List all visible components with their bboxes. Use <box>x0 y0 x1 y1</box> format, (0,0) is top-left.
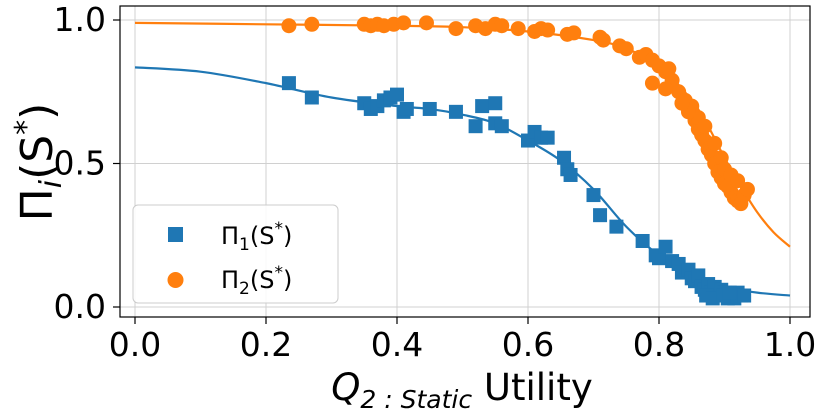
y-tick-label: 0.0 <box>54 287 106 326</box>
y-axis-label-main: Π <box>12 188 63 221</box>
x-tick-label: 0.6 <box>502 325 554 364</box>
data-point-series-1 <box>468 119 483 134</box>
data-point-series-2 <box>739 181 755 197</box>
data-point-series-2 <box>644 75 660 91</box>
y-axis-label-close: ) <box>12 103 63 120</box>
legend-label-series-1-sup: * <box>274 219 283 239</box>
data-point-series-2 <box>661 61 677 77</box>
data-point-series-2 <box>418 15 434 31</box>
legend-marker-series-2 <box>167 272 184 288</box>
x-axis-label-sub: 2 : Static <box>360 385 472 414</box>
legend-label-series-2-sub: 2 <box>239 279 250 299</box>
legend-label-series-1-main: Π <box>221 222 239 250</box>
data-point-series-1 <box>557 150 572 165</box>
data-point-series-1 <box>609 219 624 234</box>
x-axis-label: Q2 : Static Utility <box>331 366 592 414</box>
legend-label-series-2-paren: (S <box>250 266 275 294</box>
legend-label-series-1-close: ) <box>283 222 292 250</box>
data-point-series-2 <box>730 173 746 189</box>
data-point-series-2 <box>697 118 713 134</box>
x-tick-label: 0.2 <box>240 325 292 364</box>
legend-label-series-2-main: Π <box>221 266 239 294</box>
data-point-series-1 <box>448 104 463 119</box>
data-point-series-2 <box>448 21 464 37</box>
x-axis-label-rest: Utility <box>472 366 593 409</box>
legend-label-series-2-sup: * <box>274 263 283 283</box>
legend-marker-series-1 <box>168 227 183 242</box>
y-tick-label: 0.5 <box>54 144 106 183</box>
data-point-series-1 <box>635 233 650 248</box>
x-tick-label: 1.0 <box>764 325 816 364</box>
data-point-series-1 <box>540 130 555 145</box>
data-point-series-2 <box>658 81 674 97</box>
legend-box <box>132 204 339 304</box>
legend-label-series-2-close: ) <box>283 266 292 294</box>
data-point-series-2 <box>540 22 556 38</box>
data-point-series-2 <box>281 18 297 34</box>
data-point-series-1 <box>494 119 509 134</box>
data-point-series-1 <box>722 285 737 300</box>
data-point-series-2 <box>566 25 582 41</box>
data-point-series-1 <box>422 101 437 116</box>
x-tick-label: 0.4 <box>371 325 423 364</box>
data-point-series-1 <box>475 99 490 114</box>
data-point-series-1 <box>593 208 608 223</box>
legend-label-series-1-sub: 1 <box>239 235 250 255</box>
data-point-series-1 <box>563 167 578 182</box>
data-point-series-2 <box>707 135 723 151</box>
data-point-series-1 <box>399 101 414 116</box>
plot-frame <box>119 5 811 318</box>
y-tick-label: 1.0 <box>54 0 106 39</box>
y-axis-label: Πi(S*) <box>9 103 69 222</box>
x-axis-label-main: Q <box>331 366 360 409</box>
data-point-series-1 <box>586 188 601 203</box>
data-point-series-2 <box>674 95 690 111</box>
x-tick-label: 0.0 <box>109 325 161 364</box>
data-point-series-1 <box>304 90 319 105</box>
legend-label-series-1-paren: (S <box>250 222 275 250</box>
data-point-series-2 <box>510 21 526 37</box>
legend-label-series-2: Π2(S*) <box>221 263 292 299</box>
data-point-series-1 <box>281 76 296 91</box>
data-points <box>281 15 755 306</box>
data-point-series-1 <box>658 239 673 254</box>
data-point-series-1 <box>390 87 404 102</box>
legend-label-series-1: Π1(S*) <box>221 219 292 255</box>
ticks: 0.0 0.2 0.4 0.6 0.8 1.0 0.0 0.5 1.0 <box>54 0 817 364</box>
data-point-series-2 <box>713 150 729 166</box>
legend: Π1(S*) Π2(S*) <box>132 204 339 304</box>
data-point-series-1 <box>652 251 666 266</box>
y-axis-label-paren: (S <box>12 135 63 180</box>
data-point-series-1 <box>488 96 503 111</box>
data-point-series-2 <box>494 18 510 34</box>
data-point-series-2 <box>595 32 611 48</box>
data-point-series-1 <box>737 288 752 303</box>
data-point-series-2 <box>304 16 320 32</box>
x-tick-label: 0.8 <box>633 325 685 364</box>
y-axis-label-sub: i <box>34 179 69 188</box>
data-point-series-2 <box>396 15 412 31</box>
y-axis-label-sup: * <box>9 120 44 135</box>
grid <box>120 6 810 317</box>
data-point-series-2 <box>618 41 634 57</box>
